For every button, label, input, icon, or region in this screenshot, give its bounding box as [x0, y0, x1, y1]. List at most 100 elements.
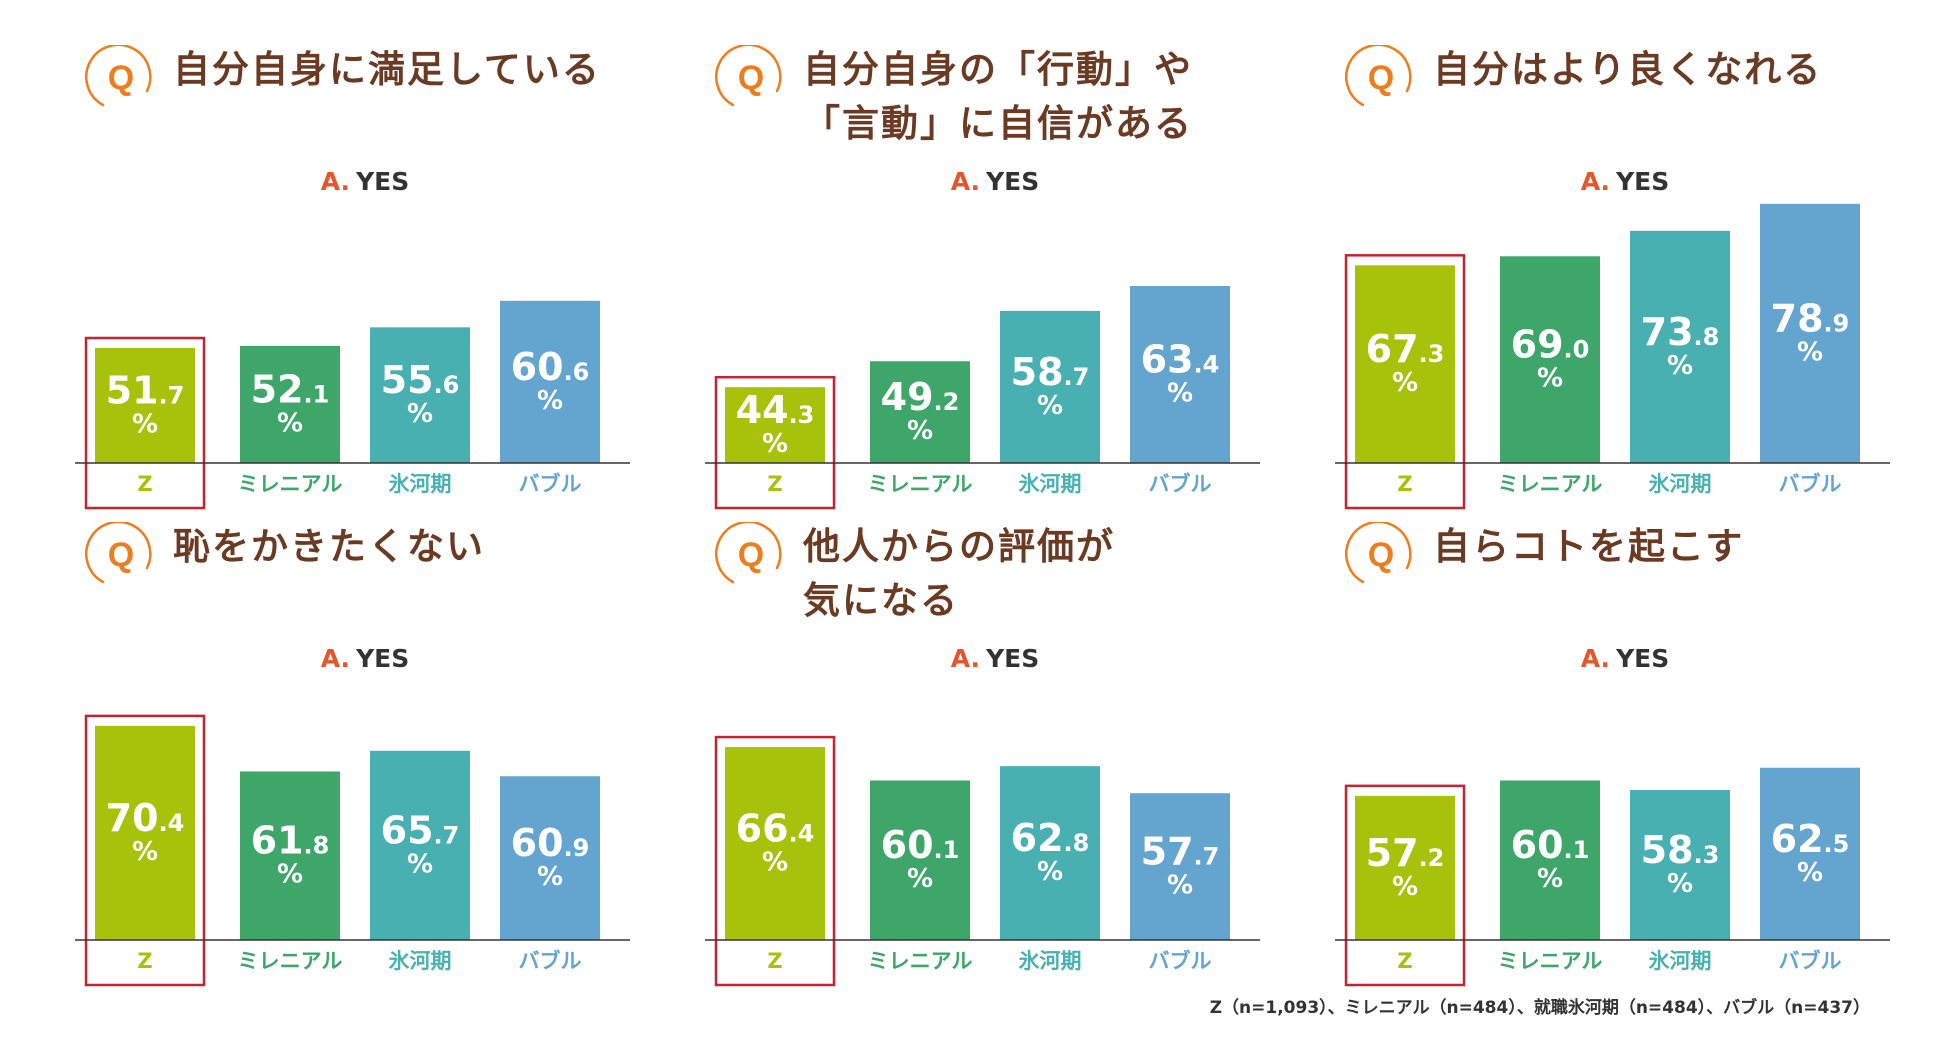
category-label: 氷河期 — [389, 472, 452, 496]
bar-value-label: 66.4 — [736, 807, 815, 851]
highlight-box — [1344, 784, 1466, 987]
bar-value-label: 52.1 — [251, 367, 330, 411]
bar-percent-label: % — [1537, 864, 1563, 894]
q-badge-icon: Q — [85, 45, 152, 107]
bar — [1130, 285, 1230, 463]
q-badge-icon: Q — [715, 45, 782, 107]
category-label: 氷河期 — [1649, 472, 1712, 496]
q-badge-ring — [85, 522, 152, 584]
bar — [1355, 795, 1455, 940]
category-label: 氷河期 — [1649, 949, 1712, 973]
category-label: バブル — [519, 472, 582, 496]
answer-label: A. YES — [715, 167, 1275, 196]
bar — [95, 725, 195, 940]
bar-percent-label: % — [1797, 858, 1823, 888]
q-badge-ring — [1345, 45, 1412, 107]
bar — [1760, 767, 1860, 940]
bar-value-label: 65.7 — [381, 808, 460, 852]
bar-value-label: 60.6 — [511, 345, 590, 389]
question-title-line: 恥をかきたくない — [173, 525, 485, 568]
answer-prefix: A. — [320, 167, 351, 196]
category-label: Z — [767, 949, 782, 973]
category-label: Z — [137, 949, 152, 973]
bar — [500, 300, 600, 463]
bar-percent-label: % — [762, 848, 788, 878]
category-label: バブル — [519, 949, 582, 973]
bar — [95, 347, 195, 463]
question-title-line: 自分自身に満足している — [173, 48, 601, 91]
bar-value-label: 73.8 — [1641, 310, 1720, 354]
bar — [1130, 793, 1230, 940]
category-label: Z — [1397, 472, 1412, 496]
chart-panel: Q 自分はより良くなれる A. YES 67.3% Z 69.0% ミレニアル 73.8% 氷河期… — [1335, 35, 1945, 515]
category-label: 氷河期 — [1019, 472, 1082, 496]
bar-value-label: 58.3 — [1641, 828, 1720, 872]
bar-percent-label: % — [1667, 351, 1693, 381]
bar — [870, 780, 970, 940]
question-title-line: 自分はより良くなれる — [1433, 48, 1823, 91]
question-title: 自分自身の「行動」や 「言動」に自信がある — [803, 43, 1193, 151]
bar — [725, 387, 825, 463]
category-label: ミレニアル — [1498, 472, 1603, 496]
category-label: Z — [137, 472, 152, 496]
highlight-box — [714, 735, 836, 987]
bar-chart: 70.4% Z 61.8% ミレニアル 65.7% 氷河期 60.9% バブル — [75, 714, 630, 987]
category-label: 氷河期 — [389, 949, 452, 973]
answer-value: YES — [356, 644, 410, 673]
bar — [1630, 230, 1730, 463]
chart-panel: Q 自らコトを起こす A. YES 57.2% Z 60.1% ミレニアル 58.3% 氷河期 62… — [1335, 512, 1945, 992]
answer-value: YES — [356, 167, 410, 196]
bar-percent-label: % — [1392, 872, 1418, 902]
bar-value-label: 55.6 — [381, 358, 460, 402]
bar-chart: 67.3% Z 69.0% ミレニアル 73.8% 氷河期 78.9% バブル — [1335, 203, 1890, 510]
question-title-line: 他人からの評価が — [803, 525, 1115, 568]
question-title-line: 「言動」に自信がある — [803, 102, 1193, 145]
bar — [1630, 790, 1730, 940]
category-label: バブル — [1779, 949, 1842, 973]
question-title: 恥をかきたくない — [173, 520, 485, 574]
question-title-line: 自分自身の「行動」や — [803, 48, 1193, 91]
category-label: ミレニアル — [1498, 949, 1603, 973]
q-badge-icon: Q — [1345, 522, 1412, 584]
bar-chart: 44.3% Z 49.2% ミレニアル 58.7% 氷河期 63.4% バブル — [705, 285, 1260, 510]
question-title: 自分はより良くなれる — [1433, 43, 1822, 97]
bar-percent-label: % — [762, 429, 788, 459]
q-letter: Q — [738, 536, 764, 574]
bar-percent-label: % — [277, 408, 303, 438]
category-label: ミレニアル — [868, 472, 973, 496]
answer-label: A. YES — [85, 167, 645, 196]
bar-value-label: 60.9 — [511, 821, 590, 865]
q-badge-ring — [715, 45, 782, 107]
bar — [240, 771, 340, 940]
bar-value-label: 67.3 — [1366, 327, 1445, 371]
q-badge-ring — [715, 522, 782, 584]
bar-value-label: 57.7 — [1141, 830, 1220, 874]
bar — [1355, 265, 1455, 463]
bar-percent-label: % — [1537, 364, 1563, 394]
highlight-box — [84, 336, 206, 510]
highlight-box — [84, 714, 206, 987]
answer-prefix: A. — [950, 644, 981, 673]
bar-value-label: 57.2 — [1366, 831, 1445, 875]
category-label: Z — [767, 472, 782, 496]
bar-percent-label: % — [907, 864, 933, 894]
answer-prefix: A. — [320, 644, 351, 673]
chart-panel: Q 他人からの評価が 気になる A. YES 66.4% Z 60.1% ミレニアル 62.8% 氷… — [705, 512, 1315, 992]
bar-percent-label: % — [132, 409, 158, 439]
bar-value-label: 69.0 — [1511, 323, 1590, 367]
bar-chart: 66.4% Z 60.1% ミレニアル 62.8% 氷河期 57.7% バブル — [705, 735, 1260, 987]
chart-panel: Q 自分自身に満足している A. YES 51.7% Z 52.1% ミレニアル 55.6% 氷河… — [75, 35, 685, 515]
sample-size-footnote: Z（n=1,093）、ミレニアル（n=484）、就職氷河期（n=484）、バブル… — [1209, 998, 1870, 1018]
q-letter: Q — [1368, 59, 1394, 97]
bar-percent-label: % — [1392, 368, 1418, 398]
bar-value-label: 44.3 — [736, 388, 815, 432]
bar-percent-label: % — [1167, 871, 1193, 901]
question-title: 自分自身に満足している — [173, 43, 601, 97]
category-label: 氷河期 — [1019, 949, 1082, 973]
bar — [1500, 256, 1600, 463]
category-label: バブル — [1149, 949, 1212, 973]
bar — [500, 776, 600, 940]
question-title: 自らコトを起こす — [1433, 520, 1744, 574]
bar-value-label: 58.7 — [1011, 350, 1090, 394]
bar-value-label: 49.2 — [881, 375, 960, 419]
